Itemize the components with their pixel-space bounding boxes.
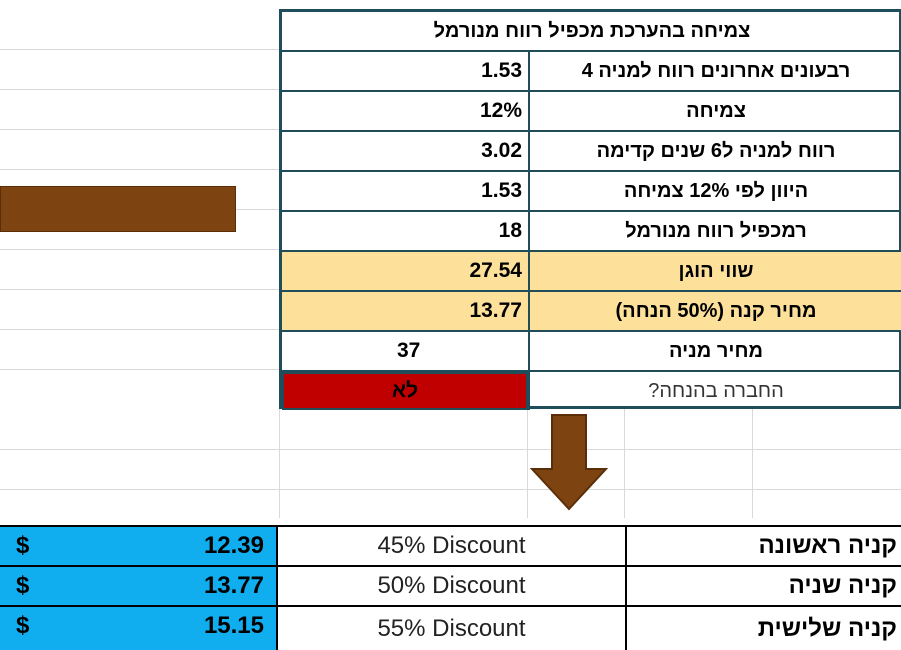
currency-symbol: $ xyxy=(16,612,30,639)
buy-price-label[interactable]: מחיר קנה (50% הנחה) xyxy=(528,292,901,330)
share-price-label[interactable]: מחיר מניה xyxy=(528,332,901,370)
purchase-price: 13.77 xyxy=(203,572,264,599)
row-value[interactable]: 3.02 xyxy=(481,139,522,162)
share-price[interactable]: 37 xyxy=(397,339,421,362)
row-label[interactable]: רבעונים אחרונים רווח למניה 4 xyxy=(528,52,901,90)
purchase-label[interactable]: קניה שניה xyxy=(788,572,897,599)
purchase-row[interactable]: $ 13.77 50% Discount קניה שניה xyxy=(0,567,901,607)
table-title-row: צמיחה בהערכת מכפיל רווח מנורמל xyxy=(282,12,901,52)
currency-symbol: $ xyxy=(16,572,30,599)
row-label[interactable]: היוון לפי 12% צמיחה xyxy=(528,172,901,210)
discount-cell[interactable]: 50% Discount xyxy=(278,567,627,605)
valuation-table: צמיחה בהערכת מכפיל רווח מנורמל 1.53 רבעו… xyxy=(279,9,901,412)
purchase-row[interactable]: $ 12.39 45% Discount קניה ראשונה xyxy=(0,527,901,567)
price-cell[interactable]: $ 12.39 xyxy=(0,527,278,565)
row-value[interactable]: 1.53 xyxy=(481,179,522,202)
buy-price-row[interactable]: 13.77 מחיר קנה (50% הנחה) xyxy=(282,292,901,332)
fair-value-label[interactable]: שווי הוגן xyxy=(528,252,901,290)
discount-status-row[interactable]: לא החברה בהנחה? xyxy=(282,372,901,412)
table-row[interactable]: 12% צמיחה xyxy=(282,92,901,132)
price-cell[interactable]: $ 15.15 xyxy=(0,607,278,650)
row-value[interactable]: 12% xyxy=(479,99,522,122)
currency-symbol: $ xyxy=(16,532,30,559)
purchase-price: 12.39 xyxy=(203,532,264,559)
purchase-price: 15.15 xyxy=(203,612,264,639)
brown-bar-shape[interactable] xyxy=(0,186,236,232)
row-label[interactable]: רמכפיל רווח מנורמל xyxy=(528,212,901,250)
discount-cell[interactable]: 45% Discount xyxy=(278,527,627,565)
discount-status-value[interactable]: לא xyxy=(282,372,528,410)
fair-value[interactable]: 27.54 xyxy=(282,252,528,290)
row-value[interactable]: 1.53 xyxy=(481,59,522,82)
down-arrow-icon[interactable] xyxy=(530,413,608,511)
share-price-row[interactable]: 37 מחיר מניה xyxy=(282,332,901,372)
purchases-table: $ 12.39 45% Discount קניה ראשונה $ 13.77… xyxy=(0,525,901,650)
table-row[interactable]: 3.02 רווח למניה ל6 שנים קדימה xyxy=(282,132,901,172)
table-title: צמיחה בהערכת מכפיל רווח מנורמל xyxy=(433,19,751,42)
buy-price[interactable]: 13.77 xyxy=(282,292,528,330)
purchase-row[interactable]: $ 15.15 55% Discount קניה שלישית xyxy=(0,607,901,650)
purchase-label[interactable]: קניה שלישית xyxy=(757,614,897,642)
price-cell[interactable]: $ 13.77 xyxy=(0,567,278,605)
row-value[interactable]: 18 xyxy=(498,219,522,242)
discount-status-label[interactable]: החברה בהנחה? xyxy=(528,372,901,410)
fair-value-row[interactable]: 27.54 שווי הוגן xyxy=(282,252,901,292)
discount-cell[interactable]: 55% Discount xyxy=(278,607,627,650)
row-label[interactable]: רווח למניה ל6 שנים קדימה xyxy=(528,132,901,170)
row-label[interactable]: צמיחה xyxy=(528,92,901,130)
table-row[interactable]: 1.53 רבעונים אחרונים רווח למניה 4 xyxy=(282,52,901,92)
table-row[interactable]: 18 רמכפיל רווח מנורמל xyxy=(282,212,901,252)
purchase-label[interactable]: קניה ראשונה xyxy=(758,532,897,559)
table-row[interactable]: 1.53 היוון לפי 12% צמיחה xyxy=(282,172,901,212)
